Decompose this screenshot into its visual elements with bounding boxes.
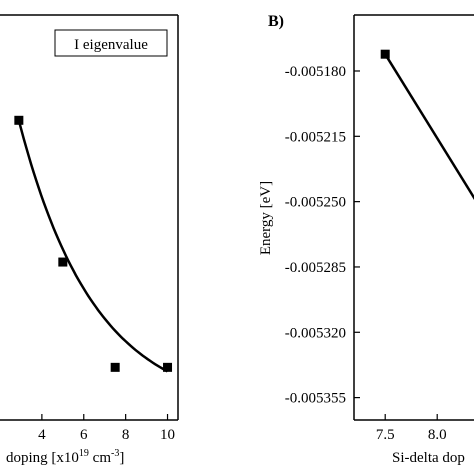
panel-b-data-point [380, 49, 390, 59]
panel-b-y-tick-label: -0.005215 [285, 129, 346, 145]
panel-b-x-ticks: 7.58.08 [376, 414, 447, 443]
panel-a-fit-curve [17, 119, 169, 373]
panel-a-x-tick-label: 8 [122, 427, 130, 443]
panel-b-y-tick-label: -0.005180 [285, 64, 346, 80]
panel-b-fit-line [384, 53, 474, 200]
panel-a-data-point [163, 362, 173, 372]
legend-box-label: I eigenvalue [74, 37, 148, 53]
panel-a-x-ticks: 4 6 8 10 [38, 414, 175, 443]
panel-b-data-points [380, 49, 390, 59]
panel-a-data-point [110, 362, 120, 372]
panel-a-x-tick-label: 6 [80, 427, 88, 443]
panel-a-data-point [14, 115, 24, 125]
legend-box [54, 29, 168, 57]
panel-a-data-point [58, 257, 68, 267]
panel-a-x-tick-label: 10 [160, 427, 175, 443]
panel-b-x-tick-label: 8.0 [428, 427, 447, 443]
panel-b-y-axis-title: Energy [eV] [258, 181, 274, 255]
panel-a: 4 6 8 10 I eigenvalue doping [x1019 cm-3] [0, 14, 179, 466]
panel-b-x-axis-title: Si-delta dop [392, 450, 465, 466]
panel-b-y-tick-label: -0.005320 [285, 325, 346, 341]
panel-b-y-tick-label: -0.005355 [285, 391, 346, 407]
panel-a-x-axis-title: doping [x1019 cm-3] [6, 448, 124, 466]
panel-a-data-points [14, 115, 173, 372]
panel-b-label: B) [268, 13, 284, 30]
panel-b-y-tick-label: -0.005285 [285, 260, 346, 276]
panel-b-y-tick-label: -0.005250 [285, 195, 346, 211]
panel-b-x-tick-label: 7.5 [376, 427, 395, 443]
panel-a-x-tick-label: 4 [38, 427, 46, 443]
panel-b-y-ticks: -0.005180 -0.005215 -0.005250 -0.005285 -0.0… [285, 64, 360, 407]
panel-b: B) -0.005180-0.005215-0.005250-0.005285-… [258, 13, 474, 466]
